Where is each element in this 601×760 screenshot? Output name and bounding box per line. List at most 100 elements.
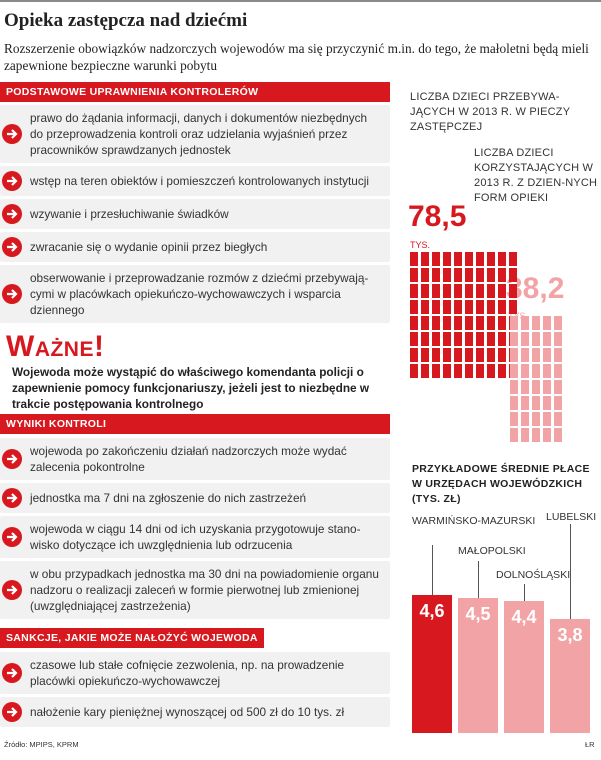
bar-leader-line: [432, 545, 433, 595]
person-icon: [543, 428, 551, 442]
person-icon: [432, 316, 440, 330]
results-item: w obu przypadkach jednostka ma 30 dni na…: [0, 561, 390, 619]
page-subtitle: Rozszerzenie obowiązków nadzorczych woje…: [4, 41, 589, 73]
person-icon: [510, 380, 518, 394]
person-icon: [410, 332, 418, 346]
salary-bar: 4,4: [504, 601, 544, 733]
foster-children-label: LICZBA DZIECI PRZEBYWA-JĄCYCH W 2013 R. …: [410, 91, 571, 133]
person-icon: [454, 364, 462, 378]
person-icon: [432, 268, 440, 282]
person-icon: [554, 348, 562, 362]
credit-initials: ŁR: [585, 740, 595, 749]
person-icon: [410, 316, 418, 330]
arrow-right-icon: [2, 663, 22, 683]
person-icon: [410, 268, 418, 282]
person-icon: [532, 396, 540, 410]
person-icon: [454, 332, 462, 346]
bar-label: MAŁOPOLSKI: [458, 545, 526, 557]
person-icon: [421, 252, 429, 266]
person-icon: [543, 348, 551, 362]
person-icon: [543, 332, 551, 346]
top-rule: [0, 0, 601, 2]
person-icon: [454, 316, 462, 330]
bar-leader-line: [524, 584, 525, 601]
person-icon: [465, 364, 473, 378]
person-icon: [521, 332, 529, 346]
results-item: wojewoda po zakończeniu działań nadzorcz…: [0, 438, 390, 480]
sanctions-item-text: czasowe lub stałe cofnięcie zezwolenia, …: [30, 658, 345, 688]
person-icon: [543, 380, 551, 394]
person-icon: [554, 316, 562, 330]
person-icon: [465, 252, 473, 266]
sanctions-item: nałożenie kary pieniężnej wynoszącej od …: [0, 697, 390, 727]
person-icon: [465, 268, 473, 282]
person-icon: [443, 284, 451, 298]
person-icon: [443, 252, 451, 266]
rights-item: zwracanie się o wydanie opinii przez bie…: [0, 232, 390, 262]
important-heading: Ważne!: [6, 330, 105, 363]
person-icon: [510, 428, 518, 442]
salary-chart-title: Przykładowe średnie płace w urzędach woj…: [412, 463, 590, 505]
person-icon: [509, 252, 517, 266]
person-icon: [421, 332, 429, 346]
person-icon: [554, 380, 562, 394]
person-icon: [498, 364, 506, 378]
rights-item-text: wzywanie i przesłuchiwanie świadków: [30, 207, 229, 221]
arrow-right-icon: [2, 204, 22, 224]
person-icon: [510, 332, 518, 346]
person-icon: [532, 364, 540, 378]
day-care-people-pictogram: [510, 316, 562, 442]
salary-bar: 3,8: [550, 619, 590, 733]
person-icon: [476, 300, 484, 314]
person-icon: [410, 300, 418, 314]
important-text: Wojewoda może wystąpić do właściwego kom…: [12, 365, 370, 411]
arrow-right-icon: [2, 449, 22, 469]
person-icon: [532, 332, 540, 346]
results-item-text: w obu przypadkach jednostka ma 30 dni na…: [30, 567, 379, 613]
person-icon: [543, 316, 551, 330]
person-icon: [521, 428, 529, 442]
person-icon: [454, 268, 462, 282]
person-icon: [554, 396, 562, 410]
person-icon: [498, 300, 506, 314]
person-icon: [498, 252, 506, 266]
bar-label: DOLNOŚLĄSKI: [496, 569, 571, 581]
arrow-right-icon: [2, 171, 22, 191]
person-icon: [443, 268, 451, 282]
day-care-children-label: LICZBA DZIECI KORZYSTAJĄCYCH W 2013 R. Z…: [474, 147, 598, 204]
person-icon: [498, 316, 506, 330]
person-icon: [410, 348, 418, 362]
rights-item: obserwowanie i przeprowadzanie rozmów z …: [0, 265, 390, 323]
person-icon: [476, 364, 484, 378]
person-icon: [487, 332, 495, 346]
person-icon: [543, 364, 551, 378]
person-icon: [443, 348, 451, 362]
person-icon: [510, 412, 518, 426]
arrow-right-icon: [2, 284, 22, 304]
salary-bar: 4,6: [412, 595, 452, 733]
person-icon: [421, 364, 429, 378]
results-item: jednostka ma 7 dni na zgłoszenie do nich…: [0, 483, 390, 513]
arrow-right-icon: [2, 527, 22, 547]
person-icon: [421, 348, 429, 362]
person-icon: [454, 300, 462, 314]
person-icon: [487, 316, 495, 330]
arrow-right-icon: [2, 702, 22, 722]
person-icon: [487, 252, 495, 266]
person-icon: [521, 348, 529, 362]
sanctions-item: czasowe lub stałe cofnięcie zezwolenia, …: [0, 652, 390, 694]
person-icon: [443, 332, 451, 346]
day-care-children-unit: TYS.: [508, 311, 529, 321]
person-icon: [410, 364, 418, 378]
person-icon: [476, 252, 484, 266]
person-icon: [509, 300, 517, 314]
person-icon: [476, 284, 484, 298]
salary-bar-value: 3,8: [557, 625, 583, 645]
person-icon: [498, 284, 506, 298]
results-item: wojewoda w ciągu 14 dni od ich uzyskania…: [0, 516, 390, 558]
results-item-text: wojewoda po zakończeniu działań nadzorcz…: [30, 444, 347, 474]
person-icon: [498, 348, 506, 362]
person-icon: [510, 316, 518, 330]
salary-bar-value: 4,4: [511, 607, 537, 627]
person-icon: [487, 348, 495, 362]
